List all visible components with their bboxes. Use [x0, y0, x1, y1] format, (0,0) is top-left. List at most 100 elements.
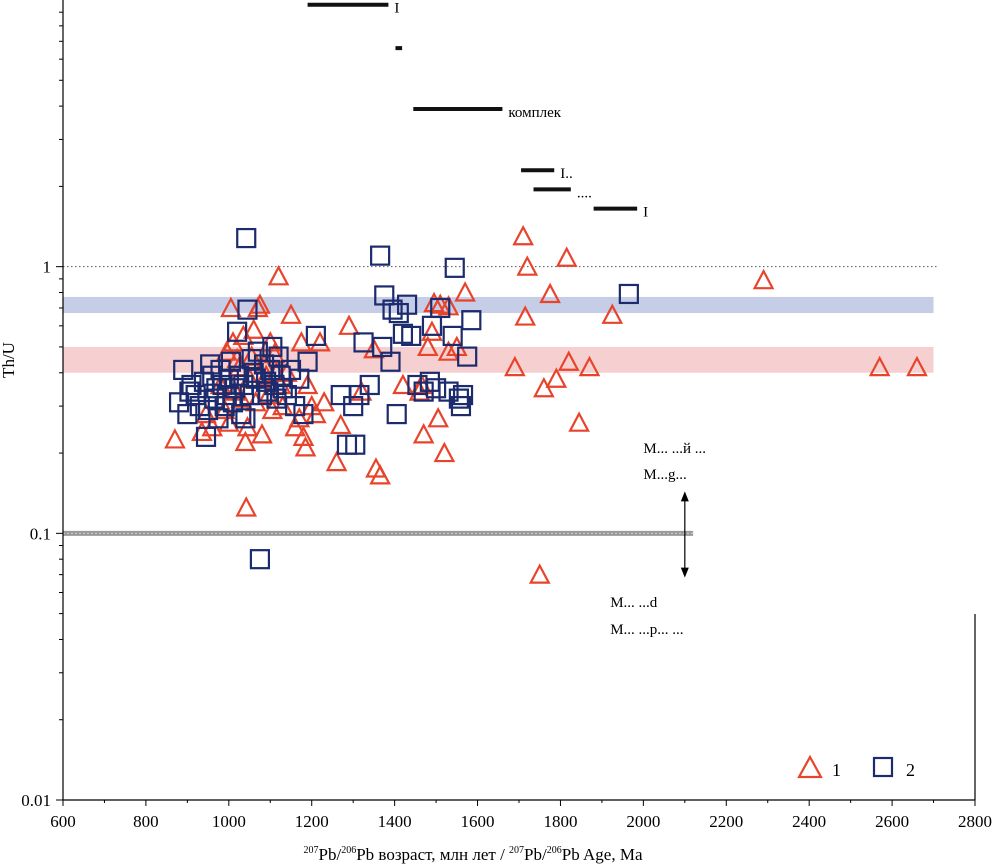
point-triangle	[296, 373, 319, 395]
point-triangle	[232, 324, 255, 346]
annotation-text: M... ...р... ...	[610, 622, 683, 638]
annotation-text: M... ...й ...	[643, 441, 706, 457]
y-tick-label: 0.1	[30, 524, 51, 543]
legend-label-2: 2	[906, 760, 915, 780]
y-tick-label: 0.01	[21, 791, 51, 810]
point-square	[249, 549, 271, 570]
point-square	[421, 315, 443, 336]
point-triangle	[512, 224, 534, 246]
point-square	[396, 294, 418, 315]
point-triangle	[433, 441, 456, 463]
point-square	[401, 325, 422, 347]
point-triangle	[578, 355, 601, 377]
point-triangle	[267, 264, 290, 286]
x-tick-label: 2200	[709, 812, 743, 831]
point-triangle	[557, 350, 580, 371]
point-triangle	[539, 282, 561, 304]
point-triangle	[338, 314, 360, 335]
band-layer	[63, 296, 934, 373]
point-square	[235, 408, 256, 429]
arrow-head-up	[680, 491, 689, 502]
point-square	[448, 388, 469, 409]
point-triangle	[514, 305, 537, 326]
point-square	[425, 378, 447, 399]
point-triangle	[242, 318, 265, 339]
arrow-head-down	[680, 567, 689, 578]
point-square	[208, 408, 229, 429]
point-square	[330, 384, 351, 406]
point-triangle	[427, 406, 449, 428]
point-triangle	[504, 355, 526, 377]
point-triangle	[292, 425, 315, 446]
point-triangle	[601, 303, 624, 324]
point-triangle	[234, 430, 257, 452]
point-triangle	[545, 367, 568, 388]
point-triangle	[752, 268, 775, 290]
x-tick-label: 1200	[295, 812, 329, 831]
point-square	[430, 297, 451, 319]
point-square	[359, 374, 380, 396]
point-triangle	[235, 496, 258, 517]
band-1	[63, 296, 934, 314]
x-tick-label: 1000	[212, 812, 246, 831]
point-triangle	[528, 563, 551, 584]
x-tick-label: 1800	[543, 812, 577, 831]
data-points	[164, 224, 928, 584]
age-bar-label: I	[394, 1, 399, 17]
point-square	[382, 299, 403, 320]
point-square	[450, 396, 472, 417]
point-triangle	[294, 436, 317, 457]
legend-label-1: 1	[832, 760, 841, 780]
x-tick-label: 1400	[378, 812, 412, 831]
point-square	[442, 325, 463, 347]
x-tick-label: 2400	[792, 812, 826, 831]
point-triangle	[516, 255, 539, 276]
point-triangle	[868, 355, 891, 377]
point-square	[444, 257, 465, 278]
annotation-text: M...g...	[643, 467, 686, 483]
band-2	[63, 346, 934, 373]
point-triangle	[222, 331, 244, 352]
point-square	[461, 310, 482, 331]
x-axis-title: 207Pb/206Pb возраст, млн лет / 207Pb/206…	[304, 845, 643, 864]
point-triangle	[445, 335, 468, 357]
point-square	[293, 403, 314, 425]
point-square	[297, 351, 318, 372]
annotation-text: M... ...d	[610, 595, 658, 611]
point-square	[370, 245, 391, 266]
point-triangle	[220, 296, 242, 318]
legend-marker-triangle	[797, 754, 823, 779]
point-square	[305, 325, 326, 347]
point-triangle	[555, 246, 578, 267]
point-square	[452, 384, 474, 406]
axes: 600 800 1000 1200 1400 1600 1800 2000 2200 2400 26…	[21, 0, 992, 831]
annotations: M... ...й ... M...g... M... ...d M... ...р.…	[610, 441, 706, 638]
point-square	[195, 426, 217, 447]
point-square	[438, 381, 459, 402]
point-square	[268, 346, 289, 367]
point-triangle	[251, 423, 273, 444]
x-tick-label: 2000	[626, 812, 660, 831]
point-triangle	[421, 320, 443, 341]
point-square	[227, 321, 248, 342]
age-bar-label: I..	[560, 166, 573, 182]
point-triangle	[568, 411, 590, 432]
x-tick-label: 2600	[875, 812, 909, 831]
point-triangle	[369, 463, 391, 485]
y-axis-title: Th/U	[0, 342, 18, 378]
point-triangle	[423, 291, 445, 313]
point-square	[236, 227, 257, 249]
point-triangle	[454, 281, 476, 302]
point-triangle	[329, 413, 352, 435]
point-square	[380, 351, 401, 372]
point-square	[618, 283, 639, 305]
reference-lines	[63, 266, 938, 536]
point-triangle	[280, 303, 302, 324]
point-triangle	[363, 337, 385, 359]
point-square	[200, 354, 221, 375]
point-triangle	[412, 423, 435, 444]
point-triangle	[416, 335, 439, 357]
